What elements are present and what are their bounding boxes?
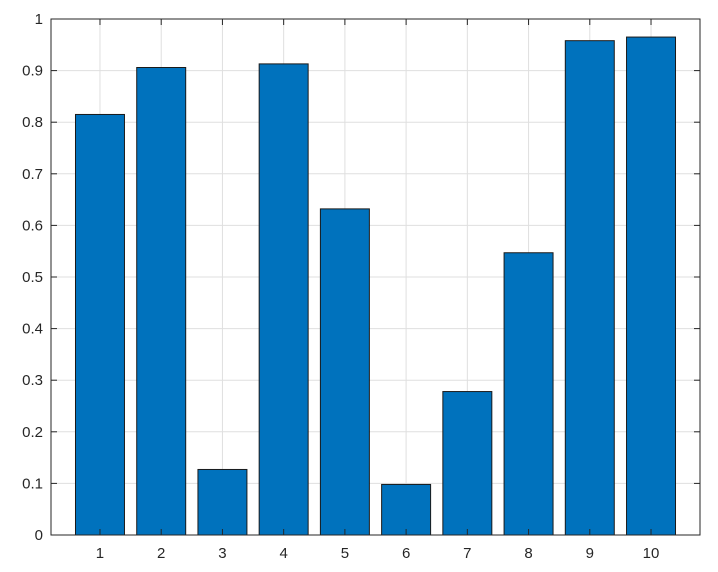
x-tick-label: 6 [402, 545, 410, 562]
x-tick-label: 5 [341, 545, 349, 562]
y-tick-label: 0.1 [22, 475, 43, 492]
y-tick-label: 0.7 [22, 166, 43, 183]
x-tick-label: 7 [463, 545, 471, 562]
bar-6 [381, 483, 432, 536]
bar-8 [503, 252, 554, 536]
bar-3 [197, 468, 248, 536]
y-tick-label: 0.8 [22, 114, 43, 131]
y-tick-label: 0.9 [22, 63, 43, 80]
y-tick-label: 1 [35, 11, 43, 28]
y-tick-label: 0.5 [22, 269, 43, 286]
x-tick-label: 8 [524, 545, 532, 562]
y-tick-label: 0.2 [22, 424, 43, 441]
bar-7 [442, 391, 493, 536]
bar-9 [564, 40, 615, 536]
x-tick-label: 1 [96, 545, 104, 562]
x-tick-labels: 1 2 3 4 5 6 7 8 9 10 [96, 545, 660, 562]
x-tick-label: 9 [586, 545, 594, 562]
bar-4 [258, 63, 309, 536]
bar-1 [74, 113, 125, 536]
y-tick-label: 0.3 [22, 372, 43, 389]
y-tick-label: 0.4 [22, 321, 43, 338]
bars [74, 36, 677, 536]
x-tick-label: 4 [279, 545, 287, 562]
x-tick-label: 3 [218, 545, 226, 562]
y-tick-labels: 0 0.1 0.2 0.3 0.4 0.5 0.6 0.7 0.8 0.9 1 [22, 11, 43, 544]
y-tick-label: 0.6 [22, 217, 43, 234]
axis-ticks [51, 18, 700, 536]
bar-10 [626, 36, 677, 536]
bar-2 [136, 67, 187, 536]
x-tick-label: 10 [643, 545, 660, 562]
bar-5 [319, 208, 370, 536]
x-tick-label: 2 [157, 545, 165, 562]
y-tick-label: 0 [35, 527, 43, 544]
